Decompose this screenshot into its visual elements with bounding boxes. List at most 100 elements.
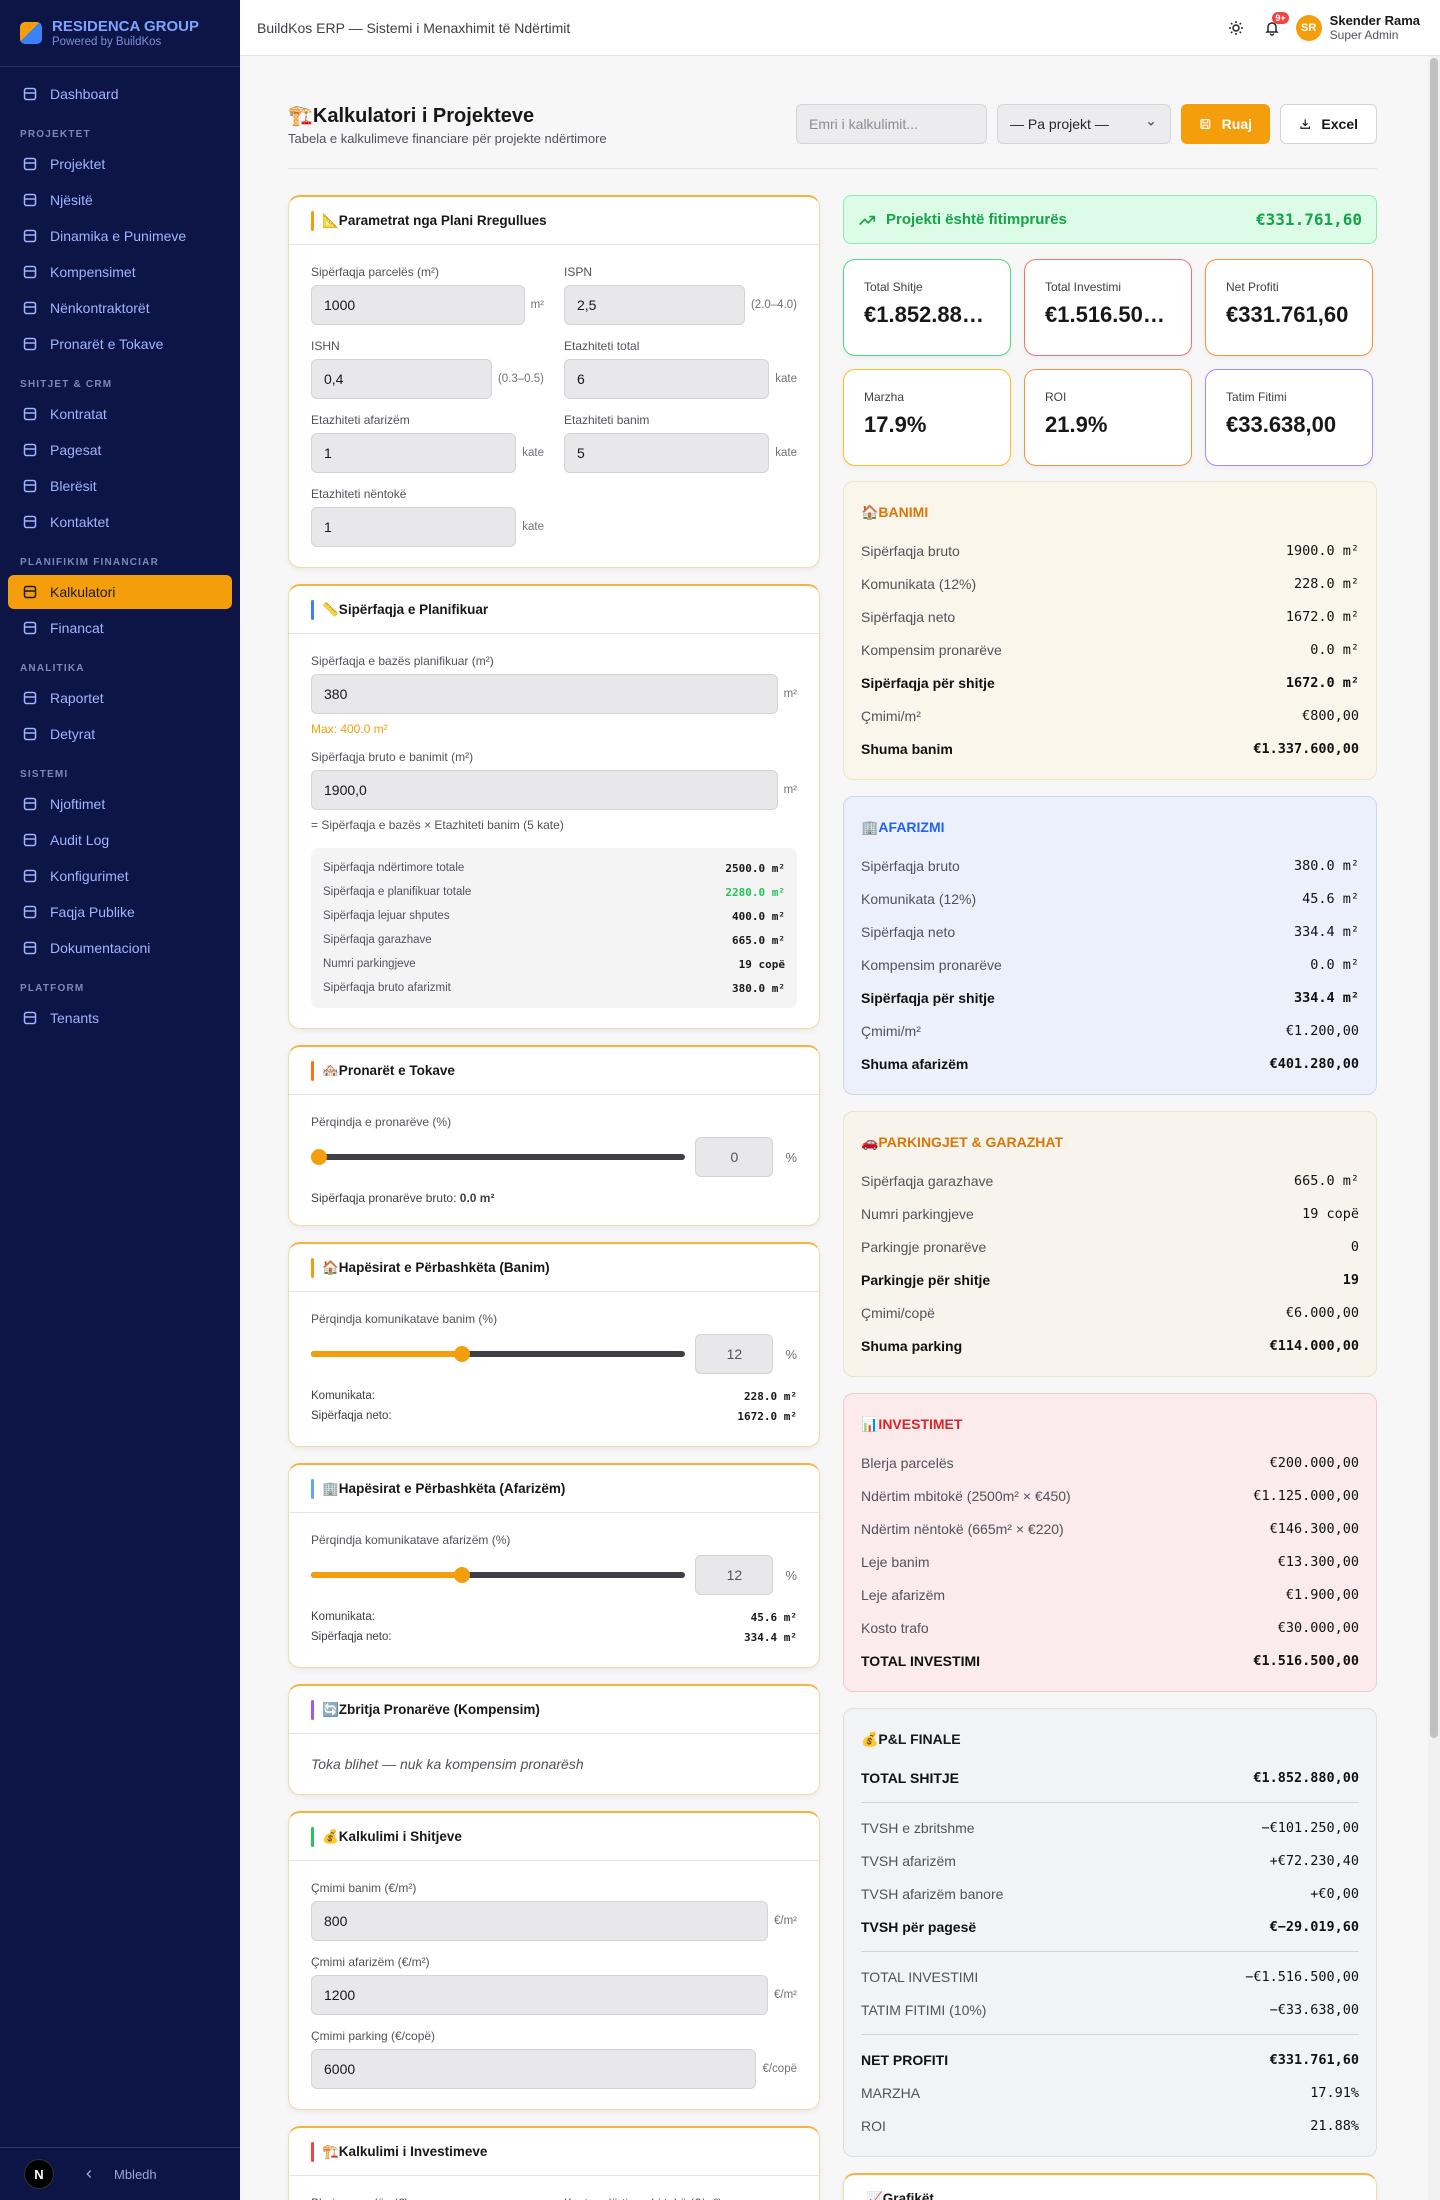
row-label: TVSH e zbritshme bbox=[861, 1819, 975, 1836]
result-row: Sipërfaqja për shitje 334.4 m² bbox=[861, 981, 1359, 1014]
user-avatar[interactable]: SR bbox=[1295, 14, 1322, 41]
row-value: €331.761,60 bbox=[1269, 2051, 1359, 2068]
nav-item[interactable]: Detyrat bbox=[8, 716, 232, 752]
name-input[interactable]: Emri i kalkulimit... bbox=[796, 104, 987, 144]
unit: % bbox=[785, 1149, 797, 1165]
nav-section: ANALITIKA Raportet Detyrat bbox=[8, 658, 232, 752]
input-card: 📐Parametrat nga Plani Rregullues Sipërfaq… bbox=[288, 195, 820, 568]
nav-item[interactable]: Raportet bbox=[8, 680, 232, 716]
summary-value: 19 copë bbox=[738, 957, 785, 971]
nav-item[interactable]: Nënkontraktorët bbox=[8, 290, 232, 326]
accent-bar bbox=[311, 1257, 314, 1278]
row-label: Çmimi/m² bbox=[861, 1022, 921, 1039]
slider-value[interactable]: 0 bbox=[695, 1137, 774, 1177]
topbar-title: BuildKos ERP — Sistemi i Menaxhimit të N… bbox=[257, 19, 571, 36]
input[interactable]: 800 bbox=[311, 1901, 768, 1941]
result-row: MARZHA 17.91% bbox=[861, 2076, 1359, 2109]
nav-item[interactable]: Njësitë bbox=[8, 182, 232, 218]
nav-item[interactable]: Kalkulatori bbox=[8, 575, 232, 609]
row-value: 380.0 m² bbox=[1293, 857, 1359, 874]
page-heading: 🏗️Kalkulatori i Projekteve Tabela e kalku… bbox=[288, 103, 607, 146]
slider-value[interactable]: 12 bbox=[695, 1334, 774, 1374]
theme-toggle[interactable] bbox=[1218, 10, 1254, 46]
input[interactable]: 1 bbox=[311, 507, 517, 547]
input[interactable]: 1900,0 bbox=[311, 770, 778, 810]
stat-value: 334.4 m² bbox=[744, 1630, 797, 1644]
user-name: Skender Rama bbox=[1329, 13, 1420, 28]
icon bbox=[1228, 20, 1243, 35]
brand-title: RESIDENCA GROUP bbox=[52, 18, 199, 35]
row-value: 334.4 m² bbox=[1293, 989, 1359, 1006]
input[interactable]: 1 bbox=[311, 433, 517, 473]
slider-track[interactable] bbox=[311, 1567, 686, 1583]
nav-label: Tenants bbox=[50, 1010, 100, 1026]
nav-section: PLANIFIKIM FINANCIAR Kalkulatori Financat bbox=[8, 552, 232, 646]
nav-item[interactable]: Njoftimet bbox=[8, 786, 232, 822]
topbar: BuildKos ERP — Sistemi i Menaxhimit të N… bbox=[240, 0, 1440, 56]
nav-label: Projektet bbox=[50, 156, 106, 172]
nav-item[interactable]: Pagesat bbox=[8, 432, 232, 468]
save-label: Ruaj bbox=[1221, 116, 1252, 132]
result-row: Blerja parcelës €200.000,00 bbox=[861, 1446, 1359, 1479]
icon bbox=[23, 337, 37, 351]
nav-item[interactable]: Audit Log bbox=[8, 822, 232, 858]
nav-label: Raportet bbox=[50, 690, 104, 706]
project-select[interactable]: — Pa projekt — bbox=[997, 104, 1171, 144]
divider bbox=[288, 168, 1377, 169]
slider-thumb[interactable] bbox=[454, 1346, 471, 1362]
collapse-button[interactable]: Mbledh bbox=[82, 2167, 157, 2182]
input[interactable]: 1200 bbox=[311, 1975, 768, 2015]
field-label: Çmimi banim (€/m²) bbox=[311, 1881, 417, 1895]
slider-label: Përqindja komunikatave afarizëm (%) bbox=[311, 1533, 511, 1547]
input[interactable]: 6000 bbox=[311, 2049, 757, 2089]
nav-item[interactable]: Financat bbox=[8, 610, 232, 646]
input[interactable]: 0,4 bbox=[311, 359, 492, 399]
input[interactable]: 1000 bbox=[311, 285, 525, 325]
row-label: TVSH afarizëm bbox=[861, 1852, 956, 1869]
unit: % bbox=[785, 1567, 797, 1583]
nav-item[interactable]: Projektet bbox=[8, 146, 232, 182]
row-label: Shuma banim bbox=[861, 740, 953, 757]
nav-item[interactable]: Dokumentacioni bbox=[8, 930, 232, 966]
excel-button[interactable]: Excel bbox=[1280, 104, 1377, 144]
row-value: €−29.019,60 bbox=[1269, 1918, 1359, 1935]
nav-item[interactable]: Pronarët e Tokave bbox=[8, 326, 232, 362]
nav-item[interactable]: Kontratat bbox=[8, 396, 232, 432]
card-body: Sipërfaqja parcelës (m²) 1000 m² ISPN 2,5 (2.… bbox=[289, 245, 819, 567]
stat-row: Komunikata: 45.6 m² bbox=[311, 1607, 797, 1627]
notifications[interactable]: 9+ bbox=[1254, 10, 1290, 46]
slider-thumb[interactable] bbox=[311, 1149, 327, 1165]
slider-thumb[interactable] bbox=[454, 1567, 471, 1583]
nav-item[interactable]: Konfigurimet bbox=[8, 858, 232, 894]
nav-section: PLATFORM Tenants bbox=[8, 978, 232, 1036]
input[interactable]: 2,5 bbox=[564, 285, 745, 325]
input[interactable]: 6 bbox=[564, 359, 770, 399]
save-button[interactable]: Ruaj bbox=[1181, 104, 1270, 144]
field: Etazhiteti afarizëm 1 kate bbox=[311, 413, 544, 473]
card-header: 📈Grafikët bbox=[844, 2175, 1376, 2200]
row-label: Çmimi/copë bbox=[861, 1304, 935, 1321]
nav-item[interactable]: Tenants bbox=[8, 1000, 232, 1036]
nav-item[interactable]: Kontaktet bbox=[8, 504, 232, 540]
nav-item[interactable]: Faqja Publike bbox=[8, 894, 232, 930]
slider-track[interactable] bbox=[311, 1346, 686, 1362]
result-section: 📊INVESTIMET Blerja parcelës €200.000,00 Ndë… bbox=[843, 1393, 1377, 1692]
nav-item[interactable]: Kompensimet bbox=[8, 254, 232, 290]
row-label: Sipërfaqja për shitje bbox=[861, 989, 995, 1006]
nav-label: Dinamika e Punimeve bbox=[50, 228, 187, 244]
nav-item[interactable]: Dashboard bbox=[8, 76, 232, 112]
avatar[interactable]: N bbox=[24, 2159, 54, 2189]
slider-track[interactable] bbox=[311, 1149, 686, 1165]
nav-item[interactable]: Blerësit bbox=[8, 468, 232, 504]
section-title: 🏠BANIMI bbox=[861, 503, 929, 520]
input[interactable]: 5 bbox=[564, 433, 770, 473]
result-row: ROI 21.88% bbox=[861, 2109, 1359, 2142]
input[interactable]: 380 bbox=[311, 674, 778, 714]
nav-item[interactable]: Dinamika e Punimeve bbox=[8, 218, 232, 254]
card-body: Sipërfaqja e bazës planifikuar (m²) 380 m²… bbox=[289, 634, 819, 1028]
nav-section: SISTEMI Njoftimet Audit Log Konfigurimet Faq… bbox=[8, 764, 232, 966]
field-label: Sipërfaqja e bazës planifikuar (m²) bbox=[311, 654, 494, 668]
field-row: 380 m² bbox=[311, 674, 797, 714]
slider-value[interactable]: 12 bbox=[695, 1555, 774, 1595]
group-divider bbox=[861, 1802, 1359, 1803]
